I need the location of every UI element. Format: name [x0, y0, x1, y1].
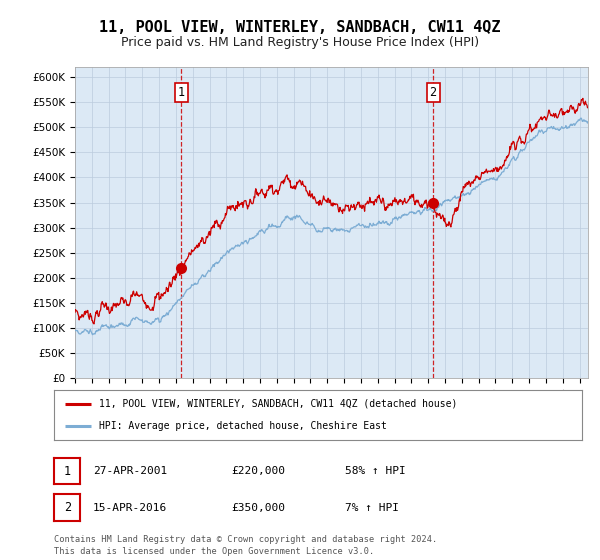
Text: 11, POOL VIEW, WINTERLEY, SANDBACH, CW11 4QZ (detached house): 11, POOL VIEW, WINTERLEY, SANDBACH, CW11… — [99, 399, 457, 409]
Text: HPI: Average price, detached house, Cheshire East: HPI: Average price, detached house, Ches… — [99, 421, 387, 431]
Text: Price paid vs. HM Land Registry's House Price Index (HPI): Price paid vs. HM Land Registry's House … — [121, 36, 479, 49]
Text: This data is licensed under the Open Government Licence v3.0.: This data is licensed under the Open Gov… — [54, 547, 374, 556]
Text: 2: 2 — [430, 86, 437, 99]
Text: 27-APR-2001: 27-APR-2001 — [93, 466, 167, 476]
Text: Contains HM Land Registry data © Crown copyright and database right 2024.: Contains HM Land Registry data © Crown c… — [54, 535, 437, 544]
Text: £220,000: £220,000 — [231, 466, 285, 476]
Text: 2: 2 — [64, 501, 71, 514]
Text: 1: 1 — [178, 86, 185, 99]
Text: 15-APR-2016: 15-APR-2016 — [93, 503, 167, 512]
Text: 58% ↑ HPI: 58% ↑ HPI — [345, 466, 406, 476]
Text: 11, POOL VIEW, WINTERLEY, SANDBACH, CW11 4QZ: 11, POOL VIEW, WINTERLEY, SANDBACH, CW11… — [99, 20, 501, 35]
Text: 7% ↑ HPI: 7% ↑ HPI — [345, 503, 399, 512]
Text: 1: 1 — [64, 465, 71, 478]
Text: £350,000: £350,000 — [231, 503, 285, 512]
